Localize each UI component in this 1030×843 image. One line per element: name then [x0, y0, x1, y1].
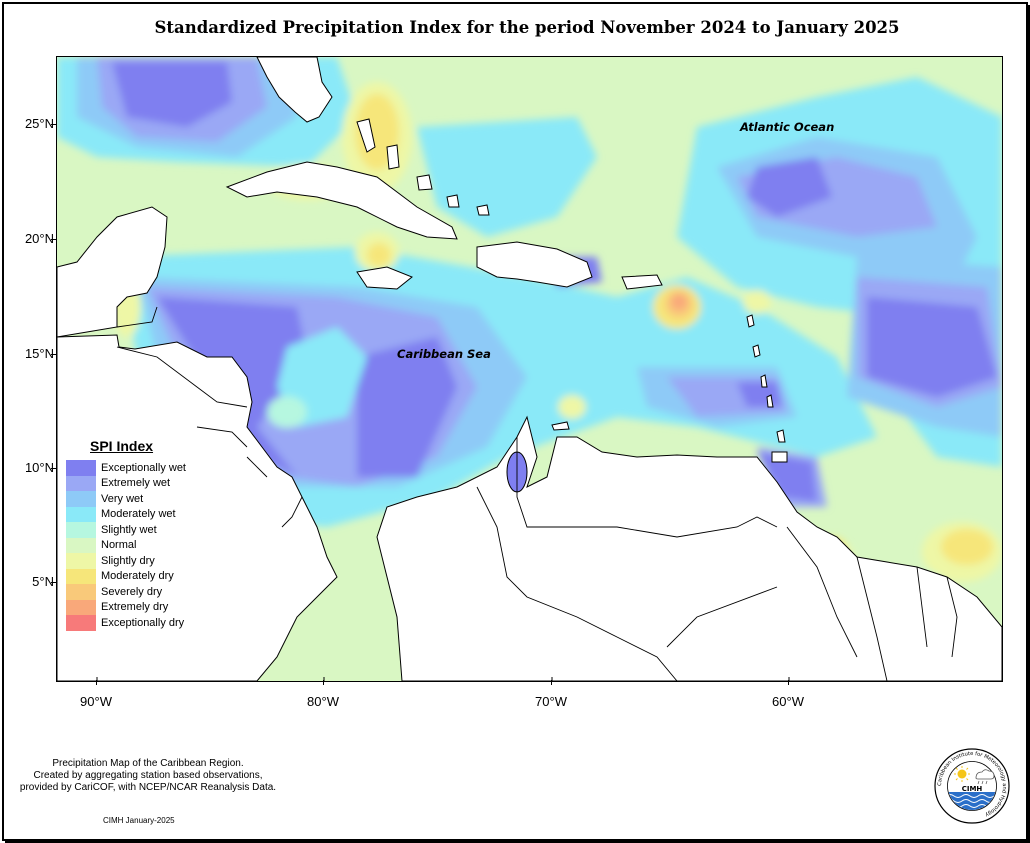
lon-label-80w: 80°W	[307, 694, 339, 709]
legend-swatch	[66, 537, 96, 553]
spi-map-canvas	[57, 57, 1002, 681]
legend-item: Slightly dry	[66, 553, 196, 569]
legend-label: Very wet	[101, 492, 144, 505]
legend-label: Exceptionally dry	[101, 616, 185, 629]
lon-tick	[788, 680, 789, 685]
lat-label-25n: 25°N	[24, 116, 54, 131]
cloud-icon	[975, 769, 995, 785]
spi-legend: SPI Index Exceptionally wet Extremely wet…	[66, 438, 196, 631]
legend-item: Extremely wet	[66, 475, 196, 491]
graticule-ticks	[96, 677, 790, 681]
legend-item: Extremely dry	[66, 599, 196, 615]
legend-label: Slightly dry	[101, 554, 155, 567]
legend-rows: Exceptionally wet Extremely wet Very wet Mo…	[66, 460, 196, 631]
legend-swatch	[66, 584, 96, 600]
lon-label-70w: 70°W	[535, 694, 567, 709]
lon-tick	[96, 680, 97, 685]
lat-label-15n: 15°N	[24, 346, 54, 361]
lat-tick	[51, 468, 56, 469]
lon-label-90w: 90°W	[80, 694, 112, 709]
credit-line: Precipitation Map of the Caribbean Regio…	[52, 758, 244, 769]
atlantic-ocean-label: Atlantic Ocean	[740, 120, 835, 134]
lon-tick	[323, 680, 324, 685]
legend-label: Exceptionally wet	[101, 461, 186, 474]
map-credit: Precipitation Map of the Caribbean Regio…	[8, 758, 288, 794]
legend-title: SPI Index	[90, 438, 154, 454]
map-title: Standardized Precipitation Index for the…	[154, 18, 900, 37]
legend-swatch	[66, 522, 96, 538]
legend-swatch	[66, 475, 96, 491]
sun-icon	[954, 766, 970, 782]
lat-label-20n: 20°N	[24, 231, 54, 246]
legend-item: Normal	[66, 537, 196, 553]
lat-tick	[51, 582, 56, 583]
cimh-logo: Caribbean Institute for Meteorology and …	[934, 748, 1010, 824]
legend-swatch	[66, 553, 96, 569]
legend-label: Normal	[101, 539, 137, 552]
legend-label: Moderately wet	[101, 508, 176, 521]
lat-tick	[51, 354, 56, 355]
legend-item: Very wet	[66, 491, 196, 507]
country-borders	[116, 306, 958, 681]
credit-line: provided by CariCOF, with NCEP/NCAR Rean…	[19, 782, 277, 793]
lon-tick	[551, 680, 552, 685]
lat-label-10n: 10°N	[24, 460, 54, 475]
land-masses	[57, 57, 1002, 681]
credit-line: Created by aggregating station based obs…	[33, 770, 263, 781]
legend-item: Severely dry	[66, 584, 196, 600]
lat-tick	[51, 239, 56, 240]
legend-item: Exceptionally wet	[66, 460, 196, 476]
date-credit: CIMH January-2025	[103, 816, 175, 825]
legend-item: Moderately wet	[66, 506, 196, 522]
spi-map: Atlantic Ocean Caribbean Sea	[56, 56, 1003, 682]
caribbean-sea-label: Caribbean Sea	[397, 347, 491, 361]
legend-item: Exceptionally dry	[66, 615, 196, 631]
legend-item: Moderately dry	[66, 568, 196, 584]
legend-label: Slightly wet	[101, 523, 157, 536]
legend-swatch	[66, 506, 96, 522]
lon-label-60w: 60°W	[772, 694, 804, 709]
legend-item: Slightly wet	[66, 522, 196, 538]
legend-label: Moderately dry	[101, 570, 174, 583]
legend-swatch	[66, 615, 96, 631]
lat-label-5n: 5°N	[32, 574, 54, 589]
legend-label: Severely dry	[101, 585, 163, 598]
logo-name: CIMH	[962, 785, 983, 793]
legend-swatch	[66, 491, 96, 507]
legend-label: Extremely dry	[101, 601, 169, 614]
legend-label: Extremely wet	[101, 477, 171, 490]
legend-swatch	[66, 599, 96, 615]
legend-swatch	[66, 568, 96, 584]
lat-tick	[51, 124, 56, 125]
legend-swatch	[66, 460, 96, 476]
